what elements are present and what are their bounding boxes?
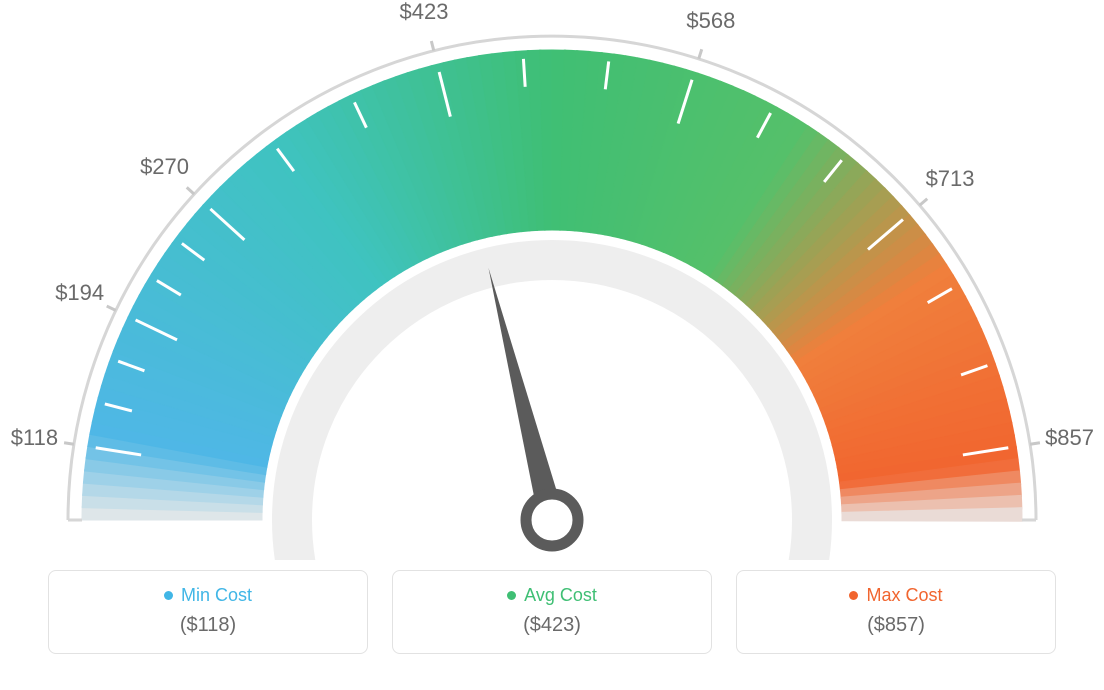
outer-tick — [187, 187, 194, 194]
tick-label: $270 — [140, 154, 189, 180]
outer-tick — [920, 199, 928, 206]
legend-label-text: Max Cost — [866, 585, 942, 606]
tick-label: $568 — [686, 8, 735, 34]
tick-label: $857 — [1045, 425, 1094, 451]
legend-card-min: Min Cost ($118) — [48, 570, 368, 654]
legend-label-text: Avg Cost — [524, 585, 597, 606]
legend-dot-icon — [164, 591, 173, 600]
cost-gauge: $118 $194 $270 $423 $568 $713 $857 — [0, 0, 1104, 560]
legend-value: ($857) — [747, 614, 1045, 637]
tick-label: $118 — [11, 425, 58, 451]
tick-label: $194 — [55, 280, 104, 306]
legend-value: ($423) — [403, 614, 701, 637]
minor-tick — [523, 59, 525, 87]
legend-title: Min Cost — [164, 585, 252, 606]
legend-dot-icon — [849, 591, 858, 600]
legend-label-text: Min Cost — [181, 585, 252, 606]
outer-tick — [431, 41, 433, 51]
legend-card-avg: Avg Cost ($423) — [392, 570, 712, 654]
gauge-svg — [0, 0, 1104, 560]
legend-row: Min Cost ($118) Avg Cost ($423) Max Cost ($85… — [0, 570, 1104, 654]
needle-hub — [526, 494, 578, 546]
outer-tick — [1030, 443, 1040, 445]
outer-tick — [107, 306, 116, 310]
legend-title: Avg Cost — [507, 585, 597, 606]
outer-tick — [699, 49, 702, 59]
legend-title: Max Cost — [849, 585, 942, 606]
legend-card-max: Max Cost ($857) — [736, 570, 1056, 654]
gauge-arc — [82, 50, 1022, 521]
legend-dot-icon — [507, 591, 516, 600]
tick-label: $423 — [400, 0, 449, 25]
gauge-needle — [488, 268, 564, 523]
tick-label: $713 — [926, 166, 975, 192]
legend-value: ($118) — [59, 614, 357, 637]
outer-tick — [64, 443, 74, 445]
